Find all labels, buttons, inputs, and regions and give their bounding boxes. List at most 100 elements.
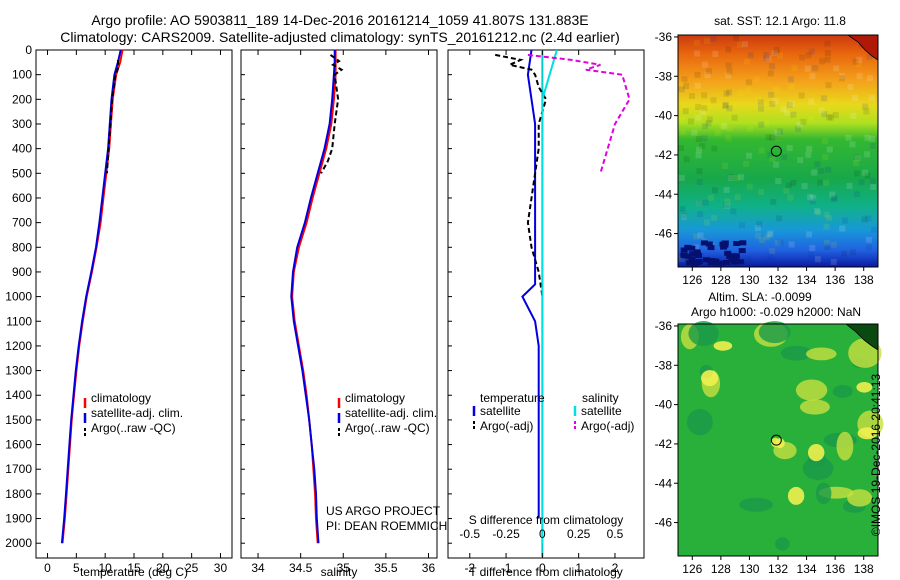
sla-lat-axis: -36 -38 -40 -42 -44 -46 (655, 319, 678, 530)
sst-pixel (757, 99, 764, 106)
lon-tick-label: 126 (682, 562, 702, 576)
sst-pixel (775, 178, 782, 184)
sst-pixel (783, 187, 790, 194)
sst-pixel (780, 106, 787, 113)
sst-pixel (773, 87, 780, 93)
sst-pixel (795, 125, 801, 132)
sla-anomaly (808, 444, 825, 462)
sst-pixel (696, 146, 702, 153)
sst-pixel (823, 211, 830, 218)
sst-pixel (719, 123, 726, 130)
sla-anomaly (857, 427, 877, 440)
lon-tick-label: 134 (797, 562, 817, 576)
series-line-3 (105, 59, 120, 174)
sla-anomaly (815, 482, 832, 505)
sst-pixel (787, 194, 794, 201)
x-tick-label: 30 (214, 561, 228, 575)
sst-pixel (856, 56, 863, 63)
sst-pixel (862, 103, 869, 110)
sst-pixel (737, 89, 744, 96)
temperature-axis: 0 5 10 15 20 25 30 (44, 50, 227, 575)
x-tick-label: 34.5 (289, 561, 313, 575)
salinity-panel: 34 34.5 35 35.5 36 salinity climatology sate… (240, 49, 447, 579)
sst-lon-axis: 126 128 130 132 134 136 138 (682, 267, 874, 287)
sst-pixel (862, 169, 869, 176)
lat-tick-label: -42 (655, 437, 673, 451)
sst-pixel (733, 241, 741, 246)
sst-pixel (725, 46, 732, 53)
sst-pixel (753, 76, 760, 83)
lon-tick-label: 132 (768, 562, 788, 576)
x-tick-label: 0 (539, 561, 546, 575)
pi-label: PI: DEAN ROEMMICH (326, 519, 447, 533)
lon-tick-label: 138 (854, 273, 874, 287)
sla-anomaly (686, 409, 713, 436)
legend-s-satellite: satellite (581, 404, 622, 418)
sla-anomaly (795, 379, 828, 401)
sst-pixel (726, 68, 733, 75)
legend-s-argo: Argo(-adj) (581, 419, 634, 433)
sst-pixel (693, 233, 700, 240)
sst-pixel (769, 134, 775, 141)
sst-pixel (861, 216, 868, 223)
lon-tick-label: 128 (711, 273, 731, 287)
sst-pixel (766, 253, 773, 260)
s-difference-axis: -0.5 -0.25 0 0.25 0.5 (459, 527, 623, 541)
sst-pixel (683, 83, 690, 89)
sla-anomaly (847, 489, 873, 507)
salinity-series (290, 50, 344, 544)
sst-pixel (758, 105, 764, 112)
sst-pixel (704, 72, 711, 79)
sst-pixel (696, 178, 703, 185)
sla-anomaly (758, 321, 791, 344)
temperature-axis-label: temperature (deg C) (80, 565, 188, 579)
figure-title: Argo profile: AO 5903811_189 14-Dec-2016… (91, 12, 589, 28)
sst-pixel (832, 112, 839, 119)
sst-pixel (739, 222, 745, 229)
sst-pixel (808, 115, 815, 122)
t-difference-label: T difference from climatology (469, 565, 623, 579)
sst-pixel (725, 135, 732, 142)
sla-map-subtitle: Argo h1000: -0.029 h2000: NaN (691, 305, 861, 319)
salinity-axis-label: salinity (321, 565, 358, 579)
sst-pixel (697, 211, 704, 218)
series-line-1 (61, 49, 124, 544)
y-tick-label: 1900 (5, 512, 32, 526)
sst-pixel (768, 91, 775, 98)
sst-pixel (858, 179, 865, 185)
sst-pixel (806, 146, 813, 152)
sst-pixel (799, 54, 806, 61)
lat-tick-label: -42 (655, 148, 673, 162)
temperature-panel: 0100200300400500600700800900100011001200… (5, 43, 233, 579)
sst-pixel (869, 135, 876, 142)
sst-pixel (695, 104, 702, 110)
sst-pixel (833, 65, 840, 72)
sst-pixel (831, 196, 837, 203)
sst-pixel (718, 260, 726, 266)
sst-pixel (695, 152, 702, 159)
legend-argo: Argo(..raw -QC) (345, 421, 430, 435)
sst-pixel (696, 200, 703, 207)
sst-pixel (854, 155, 861, 162)
sst-texture (678, 35, 878, 267)
sst-pixel (766, 232, 773, 239)
x-tick-label: -1 (501, 561, 512, 575)
sst-pixel (868, 94, 875, 101)
sst-pixel (758, 188, 764, 195)
depth-axis: 0 100 200 300 400 500 600 700 800 900 1000 1100 1200… (5, 43, 41, 550)
sst-pixel (727, 175, 734, 181)
sla-anomalies (680, 321, 884, 551)
sst-pixel (747, 52, 754, 59)
sst-pixel (723, 260, 731, 265)
sst-pixel (758, 121, 765, 128)
y-tick-label: 200 (12, 92, 32, 106)
sst-pixel (710, 35, 717, 42)
sst-pixel (776, 215, 782, 222)
t-difference-axis: -2 -1 0 1 2 (448, 49, 619, 575)
sst-pixel (701, 135, 708, 142)
sla-anomaly (836, 431, 854, 461)
sst-pixel (678, 175, 685, 181)
sst-pixel (744, 87, 751, 94)
sst-pixel (705, 102, 712, 109)
